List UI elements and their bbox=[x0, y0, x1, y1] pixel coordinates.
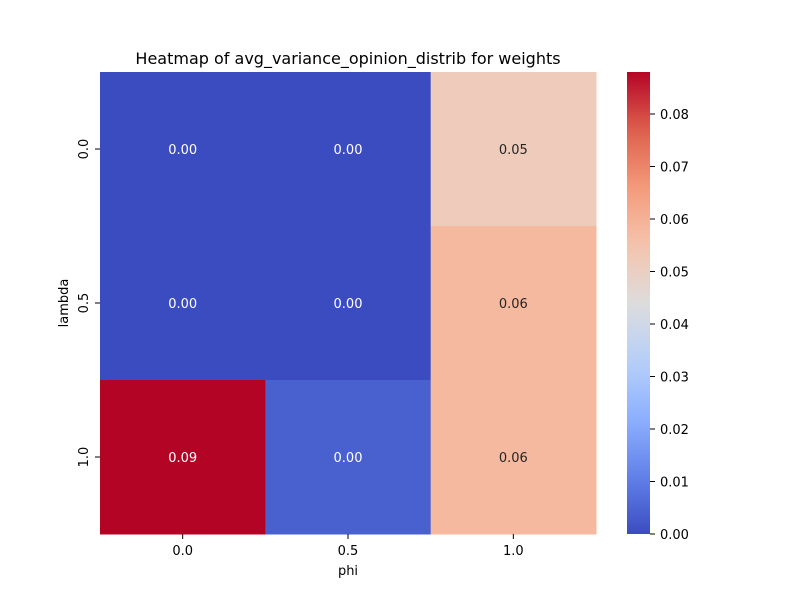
heatmap-cell-r1-c1 bbox=[265, 226, 432, 381]
cell-annotations: 0.00 0.00 0.05 0.00 0.00 0.06 0.09 0.00 0.06 bbox=[168, 143, 528, 466]
colorbar-tick-label-5: 0.05 bbox=[660, 266, 689, 281]
x-tick-label-0: 0.0 bbox=[172, 544, 193, 559]
heatmap-cell-r0-c0 bbox=[100, 72, 266, 227]
y-tick-label-2: 1.0 bbox=[77, 447, 92, 468]
colorbar: 0.00 0.01 0.02 0.03 0.04 0.05 0.06 0.07 0.08 bbox=[627, 72, 689, 543]
y-axis-ticks: 0.0 0.5 1.0 bbox=[77, 139, 100, 468]
heatmap-cell-r2-c2 bbox=[430, 380, 597, 535]
x-tick-label-2: 1.0 bbox=[503, 544, 524, 559]
cell-annotation-r2-c0: 0.09 bbox=[168, 451, 197, 466]
cell-annotation-r0-c2: 0.05 bbox=[499, 143, 528, 158]
colorbar-tick-label-4: 0.04 bbox=[660, 318, 689, 333]
chart-title: Heatmap of avg_variance_opinion_distrib … bbox=[135, 49, 560, 69]
cell-annotation-r0-c0: 0.00 bbox=[168, 143, 197, 158]
y-axis-label: lambda bbox=[57, 279, 72, 328]
colorbar-gradient bbox=[627, 72, 650, 534]
cell-annotation-r1-c2: 0.06 bbox=[499, 297, 528, 312]
x-axis-ticks: 0.0 0.5 1.0 bbox=[172, 534, 524, 559]
colorbar-tick-label-7: 0.07 bbox=[660, 161, 689, 176]
heatmap-cell-r2-c0 bbox=[100, 380, 266, 535]
cell-annotation-r2-c2: 0.06 bbox=[499, 451, 528, 466]
x-tick-label-1: 0.5 bbox=[338, 544, 359, 559]
colorbar-tick-label-8: 0.08 bbox=[660, 108, 689, 123]
y-tick-label-1: 0.5 bbox=[77, 293, 92, 314]
heatmap-cell-r1-c0 bbox=[100, 226, 266, 381]
heatmap-cell-r0-c2 bbox=[430, 72, 597, 227]
heatmap-cells bbox=[100, 72, 597, 535]
cell-annotation-r2-c1: 0.00 bbox=[334, 451, 363, 466]
colorbar-tick-label-6: 0.06 bbox=[660, 213, 689, 228]
colorbar-ticks: 0.00 0.01 0.02 0.03 0.04 0.05 0.06 0.07 0.08 bbox=[650, 108, 689, 543]
colorbar-tick-label-1: 0.01 bbox=[660, 476, 689, 491]
x-axis-label: phi bbox=[338, 564, 358, 579]
colorbar-tick-label-0: 0.00 bbox=[660, 528, 689, 543]
y-tick-label-0: 0.0 bbox=[77, 139, 92, 160]
colorbar-tick-label-2: 0.02 bbox=[660, 423, 689, 438]
cell-annotation-r1-c1: 0.00 bbox=[334, 297, 363, 312]
heatmap-cell-r2-c1 bbox=[265, 380, 432, 535]
cell-annotation-r1-c0: 0.00 bbox=[168, 297, 197, 312]
heatmap-cell-r1-c2 bbox=[430, 226, 597, 381]
heatmap-cell-r0-c1 bbox=[265, 72, 432, 227]
cell-annotation-r0-c1: 0.00 bbox=[334, 143, 363, 158]
colorbar-tick-label-3: 0.03 bbox=[660, 371, 689, 386]
